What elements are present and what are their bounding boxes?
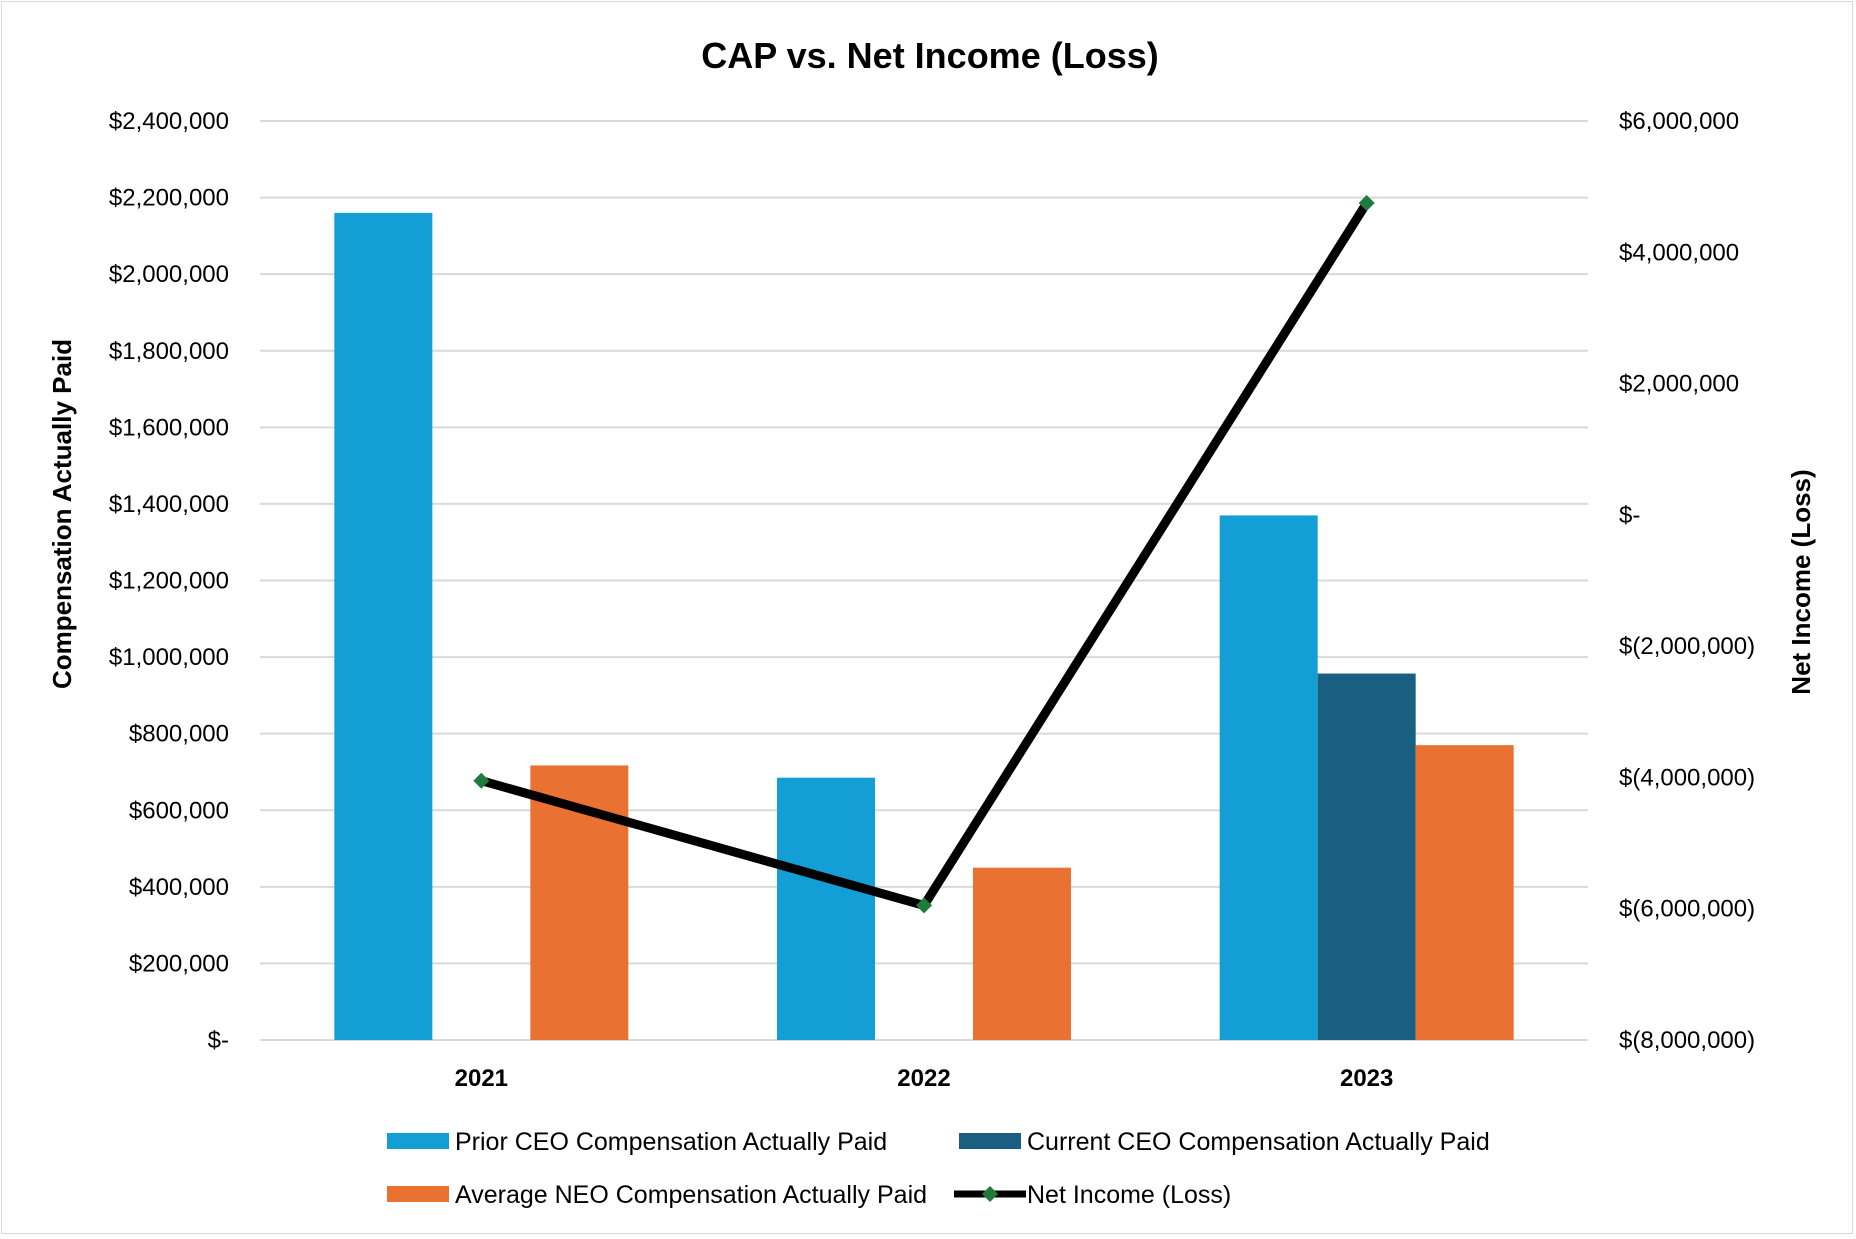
y2-tick-label: $6,000,000 bbox=[1619, 108, 1739, 135]
y2-tick-label: $- bbox=[1619, 502, 1640, 529]
bar bbox=[1219, 515, 1318, 1040]
y-tick-label: $1,800,000 bbox=[109, 338, 229, 365]
y-tick-label: $1,000,000 bbox=[109, 644, 229, 671]
y2-tick-label: $(6,000,000) bbox=[1619, 896, 1755, 923]
bar bbox=[334, 212, 433, 1040]
x-tick-label: 2021 bbox=[455, 1065, 508, 1092]
legend: Prior CEO Compensation Actually Paid Curr… bbox=[387, 1128, 1490, 1209]
y-tick-label: $400,000 bbox=[129, 874, 229, 901]
y2-tick-label: $(2,000,000) bbox=[1619, 633, 1755, 660]
y-tick-label: $1,200,000 bbox=[109, 568, 229, 595]
y-tick-label: $2,000,000 bbox=[109, 261, 229, 288]
y-tick-label: $600,000 bbox=[129, 797, 229, 824]
legend-label: Prior CEO Compensation Actually Paid bbox=[455, 1128, 887, 1156]
y-tick-label: $800,000 bbox=[129, 721, 229, 748]
tick-labels: $- $200,000 $400,000 $600,000 $800,000 $1,000… bbox=[109, 108, 1755, 1092]
y-tick-label: $- bbox=[208, 1027, 229, 1054]
legend-swatch bbox=[959, 1133, 1021, 1149]
y2-axis-label: Net Income (Loss) bbox=[1786, 469, 1816, 694]
bar bbox=[973, 867, 1071, 1040]
legend-label: Average NEO Compensation Actually Paid bbox=[455, 1181, 927, 1209]
legend-swatch bbox=[387, 1133, 449, 1149]
legend-label: Current CEO Compensation Actually Paid bbox=[1027, 1128, 1490, 1156]
y-tick-label: $1,400,000 bbox=[109, 491, 229, 518]
chart-title: CAP vs. Net Income (Loss) bbox=[701, 35, 1158, 76]
x-tick-label: 2023 bbox=[1340, 1065, 1393, 1092]
y-tick-label: $2,200,000 bbox=[109, 185, 229, 212]
x-tick-label: 2022 bbox=[897, 1065, 950, 1092]
y-axis-label: Compensation Actually Paid bbox=[47, 339, 77, 689]
y2-tick-label: $(8,000,000) bbox=[1619, 1027, 1755, 1054]
net-income-marker bbox=[916, 897, 932, 914]
bar bbox=[1317, 673, 1416, 1040]
net-income-line bbox=[473, 195, 1375, 914]
net-income-marker bbox=[473, 772, 490, 789]
y-tick-label: $2,400,000 bbox=[109, 108, 229, 135]
y2-tick-label: $2,000,000 bbox=[1619, 371, 1739, 398]
net-income-marker bbox=[1358, 195, 1375, 212]
gridlines bbox=[260, 120, 1588, 1041]
bar bbox=[1415, 745, 1514, 1040]
legend-swatch bbox=[387, 1186, 449, 1202]
bar bbox=[777, 777, 875, 1040]
legend-label: Net Income (Loss) bbox=[1027, 1181, 1231, 1209]
y2-tick-label: $(4,000,000) bbox=[1619, 764, 1755, 791]
y-tick-label: $200,000 bbox=[129, 950, 229, 977]
y2-tick-label: $4,000,000 bbox=[1619, 239, 1739, 266]
legend-marker bbox=[982, 1186, 998, 1202]
bars bbox=[334, 212, 1514, 1040]
y-tick-label: $1,600,000 bbox=[109, 414, 229, 441]
